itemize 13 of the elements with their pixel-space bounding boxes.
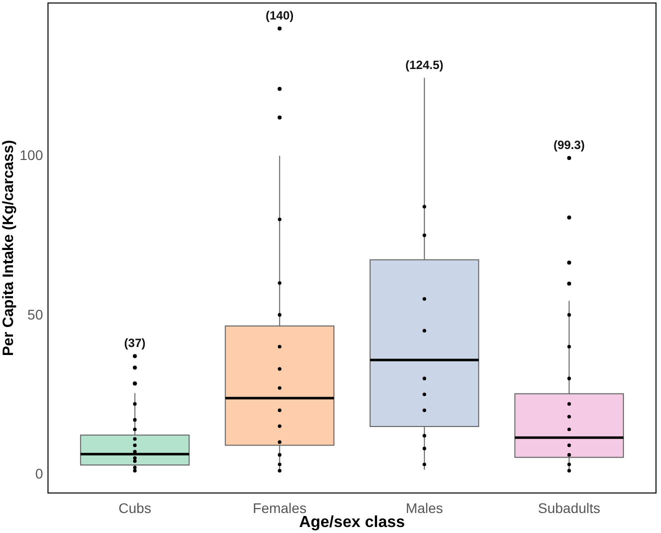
y-axis-title: Per Capita Intake (Kg/carcass) bbox=[0, 140, 17, 356]
x-axis-title: Age/sex class bbox=[299, 514, 406, 531]
y-tick-label: 0 bbox=[35, 465, 44, 482]
annotation: (140) bbox=[266, 8, 294, 22]
annotation: (99.3) bbox=[553, 138, 585, 152]
y-tick-label: 100 bbox=[20, 147, 44, 164]
y-tick-label: 50 bbox=[27, 306, 44, 322]
x-tick-label: Cubs bbox=[118, 500, 152, 516]
x-tick-label: Females bbox=[252, 500, 306, 516]
annotation: (124.5) bbox=[405, 58, 444, 72]
annotation: (37) bbox=[124, 336, 146, 350]
x-tick-label: Males bbox=[406, 500, 444, 516]
x-tick-label: Subadults bbox=[538, 500, 600, 516]
